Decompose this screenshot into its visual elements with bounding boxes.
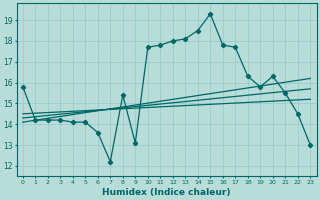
X-axis label: Humidex (Indice chaleur): Humidex (Indice chaleur) — [102, 188, 231, 197]
